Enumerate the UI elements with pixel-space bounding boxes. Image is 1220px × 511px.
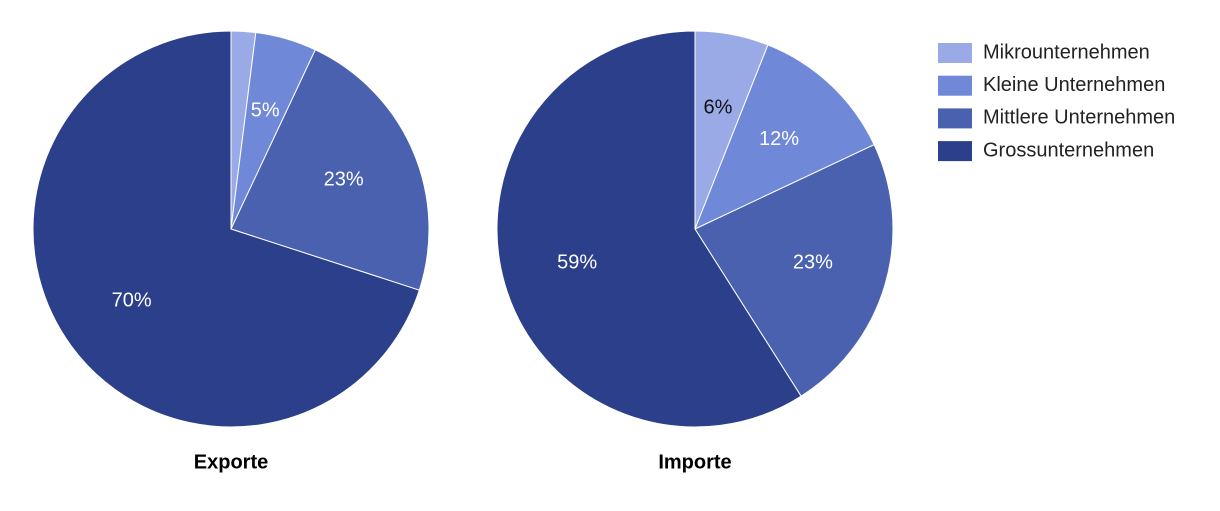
legend-swatch — [938, 75, 972, 96]
legend-label: Mittlere Unternehmen — [983, 107, 1175, 129]
data-label: 6% — [704, 97, 733, 119]
data-label: 59% — [557, 252, 597, 274]
legend-swatch — [938, 141, 972, 162]
pie-slice — [496, 30, 802, 428]
data-label: 12% — [759, 128, 799, 150]
pie-slice — [694, 144, 894, 397]
chart-title: Exporte — [194, 451, 268, 473]
data-label: 5% — [251, 99, 280, 121]
pie-slice — [694, 44, 875, 230]
pie-slice — [230, 49, 430, 291]
legend-swatch — [938, 108, 972, 129]
legend-label: Mikrounternehmen — [983, 41, 1150, 63]
chart-title: Importe — [658, 451, 731, 473]
legend-label: Kleine Unternehmen — [983, 74, 1165, 96]
data-label: 23% — [324, 169, 364, 191]
data-label: 23% — [793, 252, 833, 274]
legend-swatch — [938, 43, 972, 63]
legend-label: Grossunternehmen — [983, 139, 1154, 161]
data-label: 70% — [112, 289, 152, 311]
pie-slice — [32, 30, 420, 428]
